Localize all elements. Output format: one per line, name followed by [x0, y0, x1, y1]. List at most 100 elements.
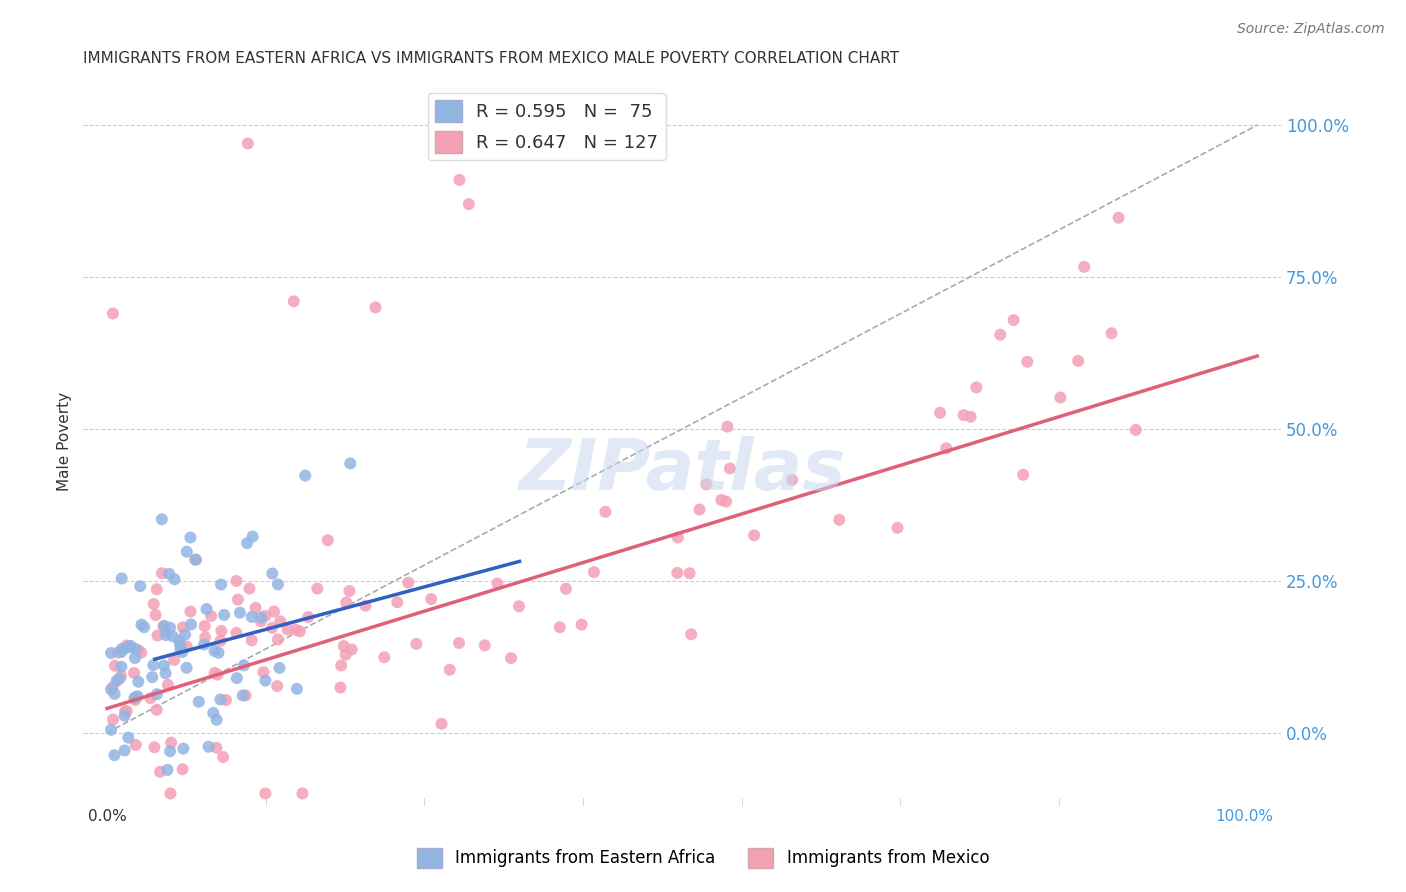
Text: 100.0%: 100.0%: [1215, 809, 1272, 823]
Point: [666, 530, 689, 544]
Point: [695, 477, 717, 491]
Point: [169, 642, 191, 657]
Point: [267, 632, 290, 647]
Legend: R = 0.595   N =  75, R = 0.647   N = 127: R = 0.595 N = 75, R = 0.647 N = 127: [427, 93, 665, 161]
Point: [232, 689, 254, 703]
Point: [134, 620, 156, 634]
Point: [242, 529, 264, 543]
Point: [1067, 354, 1090, 368]
Point: [238, 582, 260, 596]
Point: [262, 621, 284, 635]
Point: [714, 494, 737, 508]
Point: [742, 528, 765, 542]
Point: [245, 601, 267, 615]
Point: [146, 687, 169, 701]
Point: [339, 457, 361, 471]
Point: [1002, 313, 1025, 327]
Point: [141, 670, 163, 684]
Point: [449, 173, 471, 187]
Point: [710, 492, 733, 507]
Point: [387, 595, 409, 609]
Point: [780, 473, 803, 487]
Point: [145, 703, 167, 717]
Point: [114, 743, 136, 757]
Point: [110, 669, 132, 683]
Point: [153, 658, 176, 673]
Point: [373, 650, 395, 665]
Point: [204, 665, 226, 680]
Point: [149, 764, 172, 779]
Point: [176, 661, 198, 675]
Point: [129, 646, 152, 660]
Point: [474, 638, 496, 652]
Point: [124, 651, 146, 665]
Point: [180, 617, 202, 632]
Point: [678, 566, 700, 581]
Point: [200, 609, 222, 624]
Point: [718, 461, 741, 475]
Point: [205, 713, 228, 727]
Point: [194, 619, 217, 633]
Point: [111, 642, 134, 657]
Point: [212, 607, 235, 622]
Point: [176, 545, 198, 559]
Point: [499, 651, 522, 665]
Point: [249, 614, 271, 628]
Point: [143, 740, 166, 755]
Point: [457, 197, 479, 211]
Point: [163, 653, 186, 667]
Point: [1012, 467, 1035, 482]
Point: [115, 704, 138, 718]
Point: [202, 706, 225, 720]
Point: [127, 674, 149, 689]
Point: [307, 582, 329, 596]
Point: [125, 738, 148, 752]
Point: [508, 599, 530, 614]
Point: [163, 572, 186, 586]
Point: [420, 592, 443, 607]
Point: [405, 637, 427, 651]
Point: [205, 740, 228, 755]
Point: [935, 442, 957, 456]
Point: [269, 661, 291, 675]
Point: [194, 631, 217, 645]
Point: [229, 606, 252, 620]
Point: [125, 690, 148, 705]
Point: [364, 301, 387, 315]
Point: [209, 633, 232, 648]
Point: [250, 611, 273, 625]
Point: [988, 327, 1011, 342]
Point: [101, 713, 124, 727]
Point: [263, 605, 285, 619]
Point: [124, 693, 146, 707]
Point: [1125, 423, 1147, 437]
Point: [159, 787, 181, 801]
Point: [266, 679, 288, 693]
Point: [207, 667, 229, 681]
Point: [172, 741, 194, 756]
Point: [114, 704, 136, 718]
Point: [111, 571, 134, 585]
Point: [284, 623, 307, 637]
Point: [145, 582, 167, 597]
Point: [240, 610, 263, 624]
Point: [169, 637, 191, 651]
Point: [100, 646, 122, 660]
Point: [929, 406, 952, 420]
Point: [555, 582, 578, 596]
Point: [486, 576, 509, 591]
Point: [139, 691, 162, 706]
Point: [283, 294, 305, 309]
Point: [162, 629, 184, 643]
Point: [104, 658, 127, 673]
Point: [439, 663, 461, 677]
Point: [184, 552, 207, 566]
Point: [1049, 391, 1071, 405]
Point: [197, 739, 219, 754]
Point: [124, 690, 146, 705]
Point: [254, 673, 277, 688]
Point: [681, 627, 703, 641]
Point: [155, 628, 177, 642]
Point: [236, 136, 259, 151]
Point: [339, 584, 361, 599]
